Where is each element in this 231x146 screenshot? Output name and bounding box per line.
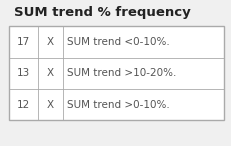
Text: SUM trend >0-10%.: SUM trend >0-10%.	[67, 100, 170, 110]
Text: 12: 12	[17, 100, 30, 110]
Text: 13: 13	[17, 68, 30, 78]
Bar	[9, 26, 224, 120]
Text: SUM trend >10-20%.: SUM trend >10-20%.	[67, 68, 176, 78]
Text: SUM trend <0-10%.: SUM trend <0-10%.	[67, 37, 170, 47]
Text: X: X	[47, 68, 54, 78]
Text: 17: 17	[17, 37, 30, 47]
Text: X: X	[47, 37, 54, 47]
Text: SUM trend % frequency: SUM trend % frequency	[14, 6, 191, 19]
Text: X: X	[47, 100, 54, 110]
